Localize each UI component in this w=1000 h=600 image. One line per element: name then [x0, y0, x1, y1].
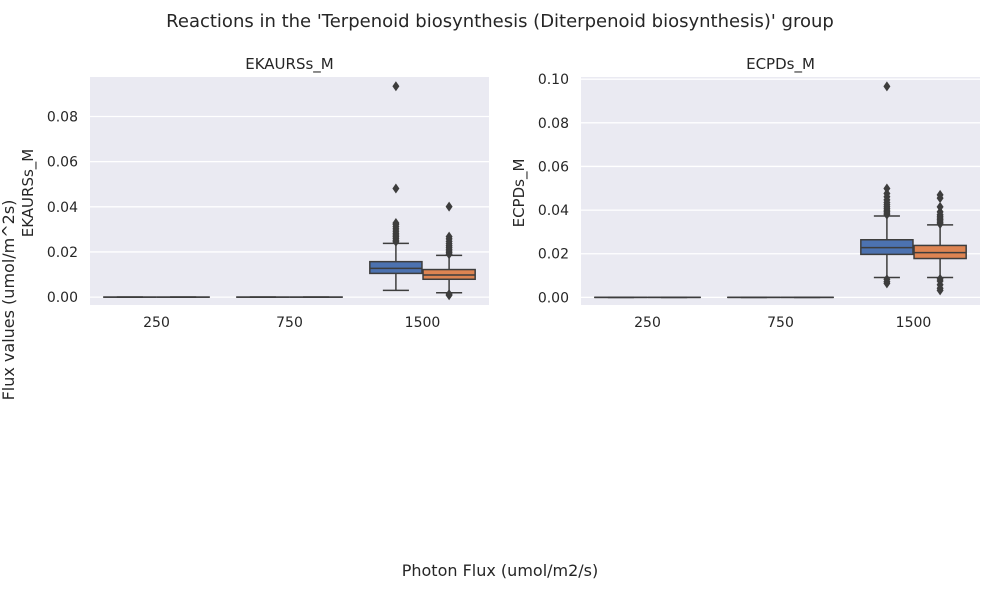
- outlier-point: [883, 188, 891, 199]
- figure-x-label: Photon Flux (umol/m2/s): [402, 561, 599, 580]
- y-tick-label: 0.04: [47, 200, 78, 216]
- x-tick-label: 250: [143, 315, 170, 331]
- outlier-point: [883, 183, 891, 194]
- panel-title: EKAURSs_M: [245, 55, 334, 74]
- x-tick-label: 1500: [896, 315, 932, 331]
- y-tick-label: 0.00: [538, 290, 569, 306]
- outlier-point: [936, 273, 944, 284]
- y-tick-label: 0.00: [47, 290, 78, 306]
- outlier-point: [445, 231, 453, 242]
- x-tick-label: 750: [767, 315, 794, 331]
- figure-title: Reactions in the 'Terpenoid biosynthesis…: [166, 11, 834, 32]
- y-tick-label: 0.06: [47, 155, 78, 171]
- y-tick-label: 0.08: [538, 116, 569, 132]
- y-tick-label: 0.10: [538, 72, 569, 88]
- outlier-point: [392, 218, 400, 229]
- y-tick-label: 0.04: [538, 203, 569, 219]
- panel-ekaurss: EKAURSs_M EKAURSs_M 0.00 0.02 0.04 0.06 0.08…: [19, 55, 489, 331]
- panel-y-label: ECPDs_M: [510, 159, 529, 228]
- y-tick-label: 0.02: [47, 245, 78, 261]
- plot-area: [581, 77, 980, 305]
- outlier-point: [445, 289, 453, 300]
- x-tick-label: 250: [634, 315, 661, 331]
- outlier-point: [883, 81, 891, 92]
- y-tick-label: 0.02: [538, 247, 569, 263]
- panel-y-label: EKAURSs_M: [19, 149, 38, 238]
- panel-title: ECPDs_M: [746, 55, 815, 74]
- outlier-point: [936, 206, 944, 217]
- outlier-point: [936, 189, 944, 200]
- figure-y-label: Flux values (umol/m^2s): [0, 200, 18, 401]
- box: [369, 260, 423, 275]
- outlier-point: [392, 183, 400, 194]
- y-tick-label: 0.08: [47, 110, 78, 126]
- outlier-point: [392, 81, 400, 92]
- outlier-point: [883, 274, 891, 285]
- outlier-point: [936, 201, 944, 212]
- x-tick-label: 1500: [405, 315, 441, 331]
- outlier-point: [445, 201, 453, 212]
- y-tick-label: 0.06: [538, 159, 569, 175]
- panel-ecpds: ECPDs_M ECPDs_M 0.00 0.02 0.04 0.06 0.08 0.10…: [510, 55, 980, 331]
- x-tick-label: 750: [276, 315, 303, 331]
